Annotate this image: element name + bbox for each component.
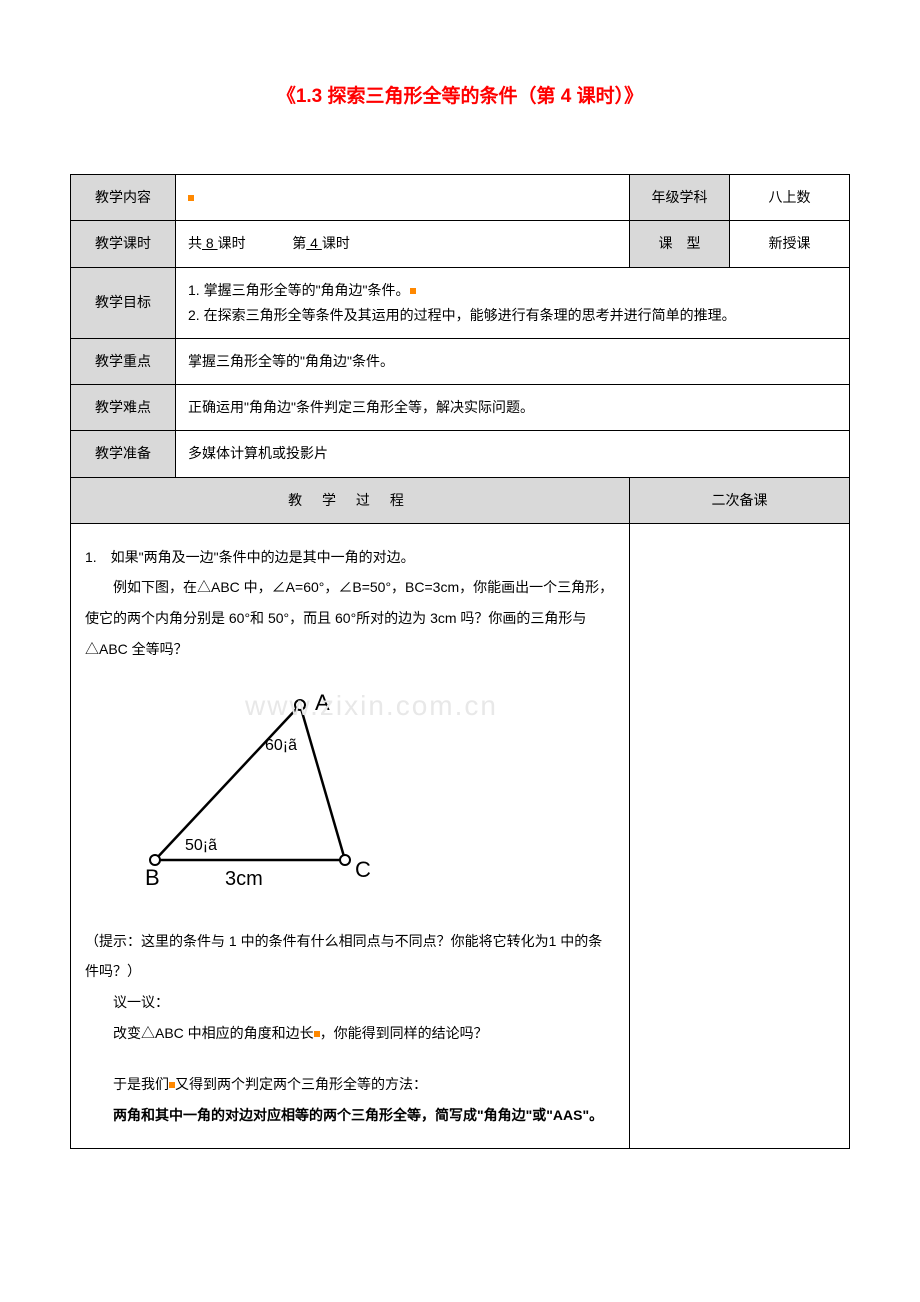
vertex-c (340, 855, 350, 865)
angle-a: 60¡ã (265, 737, 297, 754)
spacer (85, 1049, 615, 1069)
value-type: 新授课 (730, 221, 850, 267)
para6: 于是我们又得到两个判定两个三角形全等的方法： (85, 1069, 615, 1100)
row-content: 教学内容 年级学科 八上数 (71, 175, 850, 221)
main-content: 1. 如果"两角及一边"条件中的边是其中一角的对边。 例如下图，在△ABC 中，… (71, 523, 630, 1149)
period-prefix: 共 (188, 235, 202, 251)
label-objective: 教学目标 (71, 267, 176, 338)
p5a: 改变△ABC 中相应的角度和边长 (113, 1025, 314, 1041)
objective-line1: 1. 掌握三角形全等的"角角边"条件。 (188, 278, 837, 303)
period-u1: 8 (202, 235, 218, 251)
p2-text: 例如下图，在△ABC 中，∠A=60°，∠B=50°，BC=3cm，你能画出一个… (85, 579, 613, 657)
triangle-svg: A B C 60¡ã 50¡ã 3cm (125, 685, 405, 895)
para2: 例如下图，在△ABC 中，∠A=60°，∠B=50°，BC=3cm，你能画出一个… (85, 572, 615, 664)
row-difficulty: 教学难点 正确运用"角角边"条件判定三角形全等，解决实际问题。 (71, 385, 850, 431)
label-c: C (355, 857, 371, 882)
triangle-figure: www.zixin.com.cn A B C 60¡ã 50¡ã 3cm (125, 685, 615, 906)
dot-icon (188, 195, 194, 201)
title-text: 《1.3 探索三角形全等的条件（第 4 课时）》 (277, 86, 643, 107)
notes-content (630, 523, 850, 1149)
side-ca (300, 705, 345, 860)
document-title: 《1.3 探索三角形全等的条件（第 4 课时）》 (70, 80, 850, 114)
label-prep: 教学准备 (71, 431, 176, 477)
label-b: B (145, 865, 160, 890)
row-prep: 教学准备 多媒体计算机或投影片 (71, 431, 850, 477)
period-u2: 4 (306, 235, 322, 251)
process-header: 教 学 过 程 (71, 477, 630, 523)
difficulty-content: 正确运用"角角边"条件判定三角形全等，解决实际问题。 (176, 385, 850, 431)
label-grade: 年级学科 (630, 175, 730, 221)
vertex-b (150, 855, 160, 865)
p5b: ，你能得到同样的结论吗？ (320, 1025, 488, 1041)
dot-icon (410, 288, 416, 294)
row-body: 1. 如果"两角及一边"条件中的边是其中一角的对边。 例如下图，在△ABC 中，… (71, 523, 850, 1149)
para1: 1. 如果"两角及一边"条件中的边是其中一角的对边。 (85, 542, 615, 573)
focus-content: 掌握三角形全等的"角角边"条件。 (176, 338, 850, 384)
value-grade: 八上数 (730, 175, 850, 221)
period-mid: 课时 (218, 235, 246, 251)
label-difficulty: 教学难点 (71, 385, 176, 431)
notes-header: 二次备课 (630, 477, 850, 523)
side-ab (155, 705, 300, 860)
label-focus: 教学重点 (71, 338, 176, 384)
period-end: 课时 (322, 235, 350, 251)
para3: （提示：这里的条件与 1 中的条件有什么相同点与不同点？你能将它转化为1 中的条… (85, 926, 615, 988)
objective-content: 1. 掌握三角形全等的"角角边"条件。 2. 在探索三角形全等条件及其运用的过程… (176, 267, 850, 338)
label-teaching-content: 教学内容 (71, 175, 176, 221)
lesson-table: 教学内容 年级学科 八上数 教学课时 共 8 课时 第 4 课时 课 型 新授课… (70, 174, 850, 1149)
row-period: 教学课时 共 8 课时 第 4 课时 课 型 新授课 (71, 221, 850, 267)
objective-line2: 2. 在探索三角形全等条件及其运用的过程中，能够进行有条理的思考并进行简单的推理… (188, 303, 837, 328)
period-mid2: 第 (292, 235, 306, 251)
angle-b: 50¡ã (185, 837, 217, 854)
p6a: 于是我们 (113, 1076, 169, 1092)
para7: 两角和其中一角的对边对应相等的两个三角形全等，简写成"角角边"或"AAS"。 (85, 1100, 615, 1131)
label-period: 教学课时 (71, 221, 176, 267)
obj-text1: 1. 掌握三角形全等的"角角边"条件。 (188, 282, 410, 298)
prep-content: 多媒体计算机或投影片 (176, 431, 850, 477)
vertex-a (295, 700, 305, 710)
p6b: 又得到两个判定两个三角形全等的方法： (175, 1076, 427, 1092)
side-bc-label: 3cm (225, 868, 263, 890)
period-content: 共 8 课时 第 4 课时 (176, 221, 630, 267)
para4: 议一议： (85, 987, 615, 1018)
row-objective: 教学目标 1. 掌握三角形全等的"角角边"条件。 2. 在探索三角形全等条件及其… (71, 267, 850, 338)
label-type: 课 型 (630, 221, 730, 267)
row-focus: 教学重点 掌握三角形全等的"角角边"条件。 (71, 338, 850, 384)
row-process-header: 教 学 过 程 二次备课 (71, 477, 850, 523)
label-a: A (315, 690, 330, 715)
para5: 改变△ABC 中相应的角度和边长 ，你能得到同样的结论吗？ (85, 1018, 615, 1049)
content-blank (176, 175, 630, 221)
